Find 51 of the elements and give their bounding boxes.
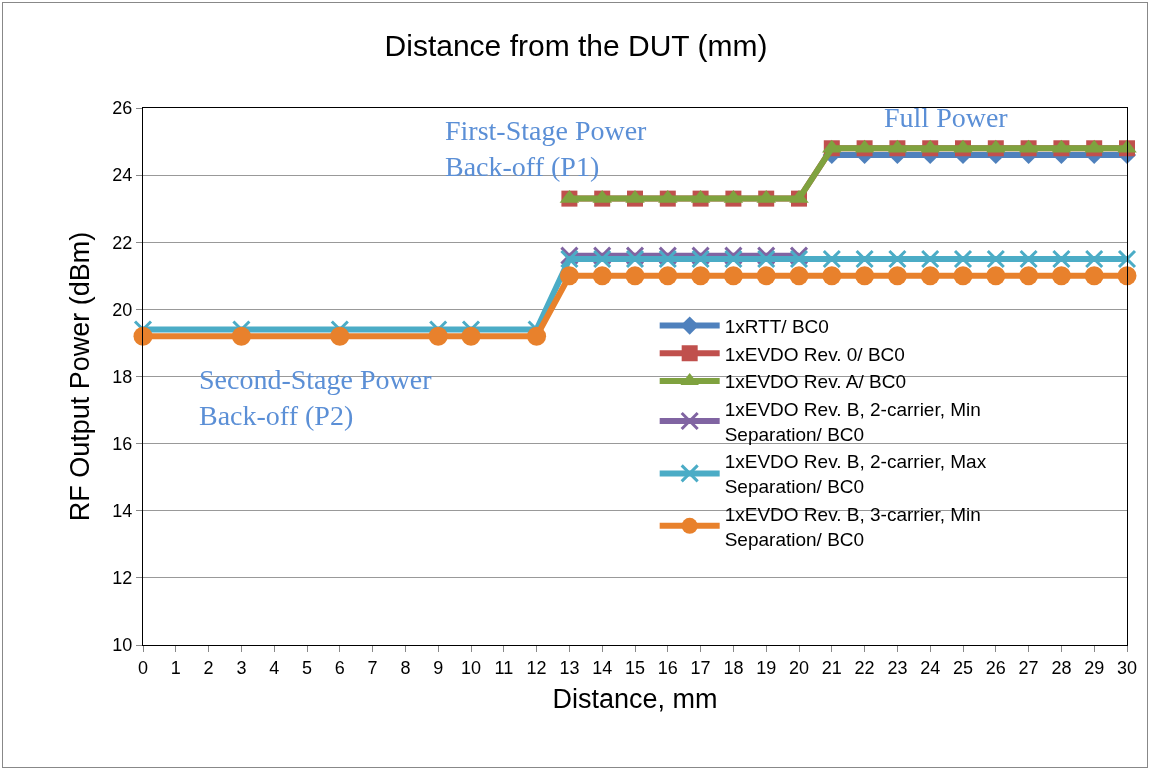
- y-tick-label: 16: [112, 433, 133, 454]
- x-tick-label: 5: [301, 657, 313, 678]
- x-tick-label: 0: [137, 657, 149, 678]
- legend-label: 1xEVDO Rev. B, 2-carrier, Min Separation/ BC0: [724, 399, 981, 445]
- y-tick-label: 14: [112, 501, 133, 522]
- x-tick-label: 16: [657, 657, 678, 678]
- x-tick-label: 14: [592, 657, 613, 678]
- y-tick-label: 24: [112, 165, 133, 186]
- x-tick-label: 18: [723, 657, 744, 678]
- legend-label: 1xEVDO Rev. B, 3-carrier, Min Separation/ BC0: [724, 503, 981, 550]
- x-tick-label: 23: [887, 657, 908, 678]
- x-tick-label: 10: [460, 657, 482, 678]
- annotation: First-Stage Power Back-off (P1): [445, 115, 648, 183]
- legend-label: 1xEVDO Rev. A/ BC0: [724, 371, 906, 393]
- chart-title: Distance from the DUT (mm): [384, 28, 768, 62]
- x-tick-label: 1: [170, 657, 181, 678]
- y-tick-label: 18: [112, 366, 133, 387]
- x-tick-label: 6: [334, 657, 345, 678]
- y-tick-label: 22: [112, 232, 133, 253]
- x-tick-label: 24: [920, 657, 941, 678]
- x-tick-label: 29: [1084, 657, 1105, 678]
- x-tick-label: 28: [1051, 657, 1072, 678]
- x-tick-label: 11: [494, 657, 514, 678]
- x-tick-label: 20: [788, 657, 810, 678]
- x-tick-label: 12: [526, 657, 547, 678]
- x-tick-label: 7: [367, 657, 378, 678]
- annotation: Full Power: [884, 102, 1009, 133]
- y-tick-label: 12: [112, 568, 133, 589]
- y-tick-label: 10: [112, 635, 133, 656]
- legend-label: 1xRTT/ BC0: [724, 315, 829, 337]
- y-tick-label: 20: [112, 299, 133, 320]
- legend-label: 1xEVDO Rev. B, 2-carrier, Max Separation/ BC0: [724, 451, 987, 498]
- x-tick-label: 21: [821, 657, 842, 678]
- x-tick-label: 9: [433, 657, 444, 678]
- x-tick-label: 13: [559, 657, 580, 678]
- x-tick-label: 4: [269, 657, 280, 678]
- x-tick-label: 2: [203, 657, 214, 678]
- legend-label: 1xEVDO Rev. 0/ BC0: [724, 343, 905, 365]
- y-axis-title: RF Output Power (dBm): [65, 231, 96, 522]
- x-tick-label: 26: [985, 657, 1006, 678]
- x-tick-label: 22: [854, 657, 875, 678]
- x-tick-label: 30: [1116, 657, 1138, 678]
- x-tick-label: 15: [624, 657, 646, 678]
- x-tick-label: 25: [952, 657, 974, 678]
- x-tick-label: 19: [756, 657, 777, 678]
- x-tick-label: 3: [236, 657, 247, 678]
- x-tick-label: 17: [690, 657, 711, 678]
- x-tick-label: 8: [400, 657, 411, 678]
- y-tick-label: 26: [112, 98, 133, 119]
- x-tick-label: 27: [1018, 657, 1039, 678]
- x-axis-title: Distance, mm: [552, 684, 718, 714]
